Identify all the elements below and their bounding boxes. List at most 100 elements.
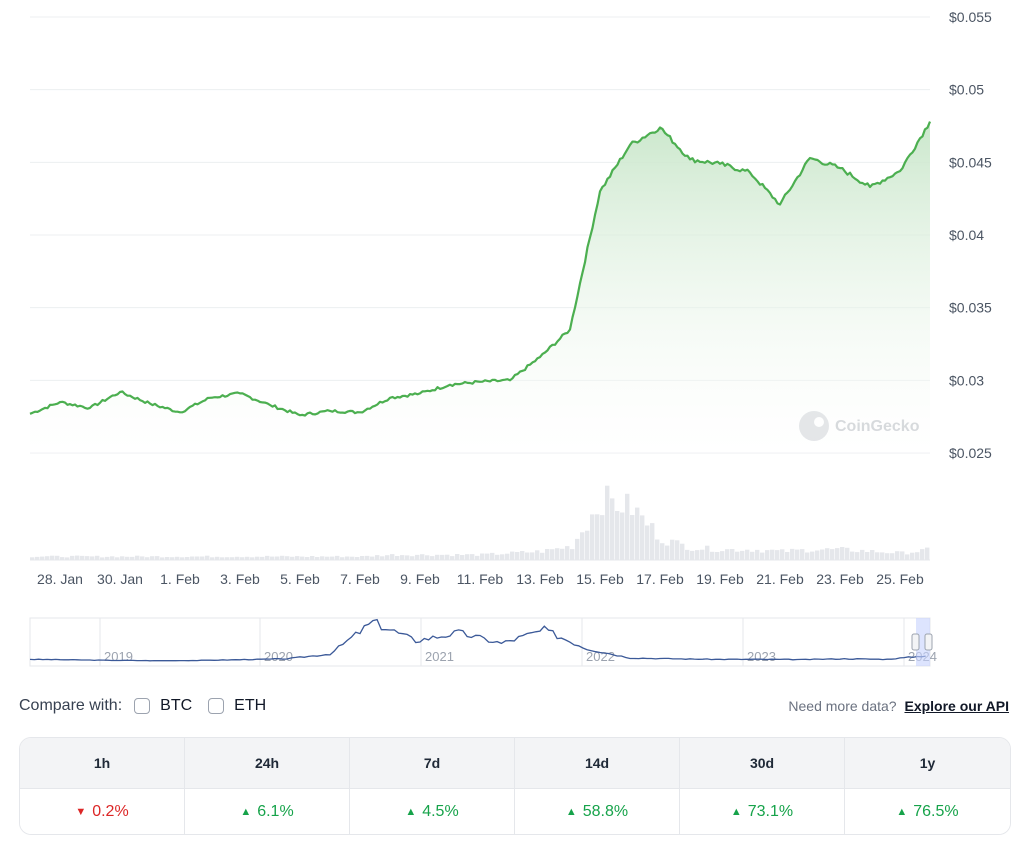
volume-bar: [495, 554, 500, 560]
x-tick-label: 1. Feb: [160, 571, 200, 587]
volume-bar: [825, 548, 830, 560]
volume-bar: [255, 556, 260, 560]
volume-bar: [850, 551, 855, 560]
volume-bar: [275, 556, 280, 560]
volume-bar: [395, 556, 400, 560]
volume-bar: [450, 556, 455, 560]
navigator-year-label: 2020: [264, 649, 293, 664]
volume-bar: [630, 515, 635, 560]
checkbox-box[interactable]: [134, 698, 151, 714]
volume-bar: [810, 551, 815, 560]
volume-bar: [310, 556, 315, 560]
volume-bar: [645, 525, 650, 560]
period-change-value: 4.5%: [422, 802, 459, 820]
volume-bar: [405, 555, 410, 560]
volume-bar: [720, 551, 725, 560]
volume-bar: [80, 555, 85, 560]
volume-bar: [345, 556, 350, 560]
period-change-value: 58.8%: [582, 802, 629, 820]
volume-bar: [335, 555, 340, 560]
volume-bar: [40, 556, 45, 560]
volume-bar: [590, 514, 595, 560]
checkbox-box[interactable]: [208, 698, 225, 714]
compare-eth-checkbox[interactable]: ETH: [208, 697, 266, 715]
volume-bar: [250, 557, 255, 560]
volume-bar: [760, 552, 765, 560]
volume-bar: [800, 549, 805, 560]
volume-bar: [860, 549, 865, 560]
volume-bar: [500, 554, 505, 560]
volume-bar: [925, 547, 930, 560]
navigator-handle-right[interactable]: [924, 633, 933, 651]
y-tick-label: $0.05: [949, 82, 984, 98]
compare-btc-label: BTC: [160, 697, 193, 714]
volume-bar: [715, 552, 720, 560]
volume-bar: [830, 549, 835, 560]
navigator-handle-left[interactable]: [911, 633, 920, 651]
volume-bar: [170, 557, 175, 560]
volume-bar: [430, 556, 435, 560]
volume-bar: [200, 556, 205, 560]
volume-bar: [920, 549, 925, 560]
volume-bar: [460, 555, 465, 560]
x-tick-label: 7. Feb: [340, 571, 380, 587]
volume-bar: [410, 556, 415, 560]
volume-bar: [50, 555, 55, 560]
volume-bar: [480, 553, 485, 560]
volume-bar: [470, 554, 475, 560]
volume-bar: [700, 549, 705, 560]
period-change-value: 6.1%: [257, 802, 294, 820]
volume-bar: [285, 556, 290, 560]
volume-bar: [510, 551, 515, 560]
volume-bar: [365, 555, 370, 560]
y-axis-labels: $0.055 $0.05 $0.045 $0.04 $0.035 $0.03 $0.025: [949, 9, 992, 461]
volume-bar: [840, 547, 845, 560]
volume-bar: [870, 550, 875, 560]
x-tick-label: 25. Feb: [876, 571, 924, 587]
volume-bar: [45, 556, 50, 560]
volume-bar: [455, 554, 460, 560]
up-arrow-icon: ▲: [896, 805, 908, 818]
compare-btc-checkbox[interactable]: BTC: [134, 697, 192, 715]
volume-bar: [610, 498, 615, 560]
navigator-year-label: 2022: [586, 649, 615, 664]
volume-bar: [440, 554, 445, 560]
up-arrow-icon: ▲: [565, 805, 577, 818]
volume-bar: [390, 554, 395, 560]
volume-bar: [180, 557, 185, 560]
volume-bar: [730, 549, 735, 560]
volume-bar: [30, 557, 35, 560]
volume-bar: [120, 556, 125, 560]
price-chart[interactable]: $0.055$0.05$0.045$0.04$0.035$0.03$0.025 …: [0, 0, 1024, 600]
volume-bar: [145, 557, 150, 560]
navigator-year-dividers: [99, 618, 905, 666]
volume-bar: [340, 557, 345, 560]
volume-bar: [665, 545, 670, 560]
volume-bar: [535, 550, 540, 560]
navigator-selection[interactable]: [916, 618, 930, 666]
performance-table: 1h 24h 7d 14d 30d 1y ▼ 0.2% ▲ 6.1% ▲ 4.5% ▲…: [19, 737, 1011, 835]
volume-bar: [625, 493, 630, 560]
volume-bar: [385, 555, 390, 560]
explore-api-link[interactable]: Explore our API: [904, 698, 1009, 714]
api-prompt-text: Need more data?: [788, 698, 897, 714]
volume-bar: [855, 552, 860, 560]
volume-bar: [350, 556, 355, 560]
volume-bar: [110, 556, 115, 560]
volume-bars: [30, 485, 930, 561]
range-navigator[interactable]: 201920202021202220232024: [0, 612, 1024, 672]
volume-bar: [435, 554, 440, 560]
volume-bar: [220, 557, 225, 560]
volume-bar: [265, 555, 270, 560]
volume-bar: [835, 548, 840, 560]
period-change-1y: ▲ 76.5%: [845, 788, 1010, 834]
volume-bar: [130, 556, 135, 560]
volume-bar: [140, 556, 145, 560]
volume-bar: [575, 538, 580, 560]
volume-bar: [900, 551, 905, 560]
volume-bar: [85, 556, 90, 560]
volume-bar: [245, 556, 250, 560]
volume-bar: [295, 556, 300, 560]
volume-bar: [205, 555, 210, 560]
period-change-1h: ▼ 0.2%: [20, 788, 185, 834]
